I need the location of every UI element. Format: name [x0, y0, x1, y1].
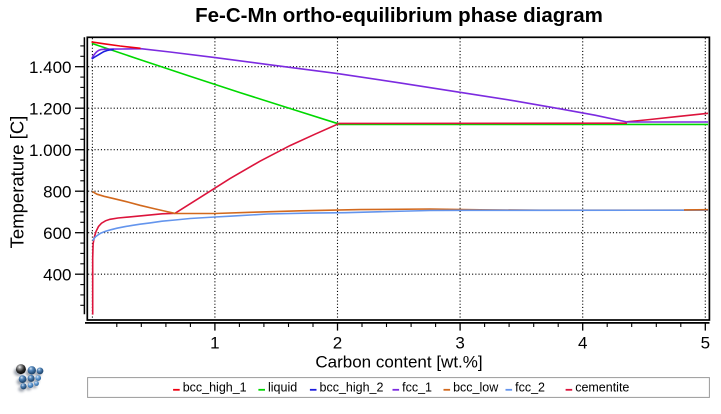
svg-text:liquid: liquid	[268, 381, 297, 395]
svg-text:Fe-C-Mn ortho-equilibrium phas: Fe-C-Mn ortho-equilibrium phase diagram	[195, 4, 603, 27]
svg-text:fcc_1: fcc_1	[402, 381, 432, 395]
svg-text:Temperature [C]: Temperature [C]	[7, 116, 28, 249]
svg-text:bcc_high_1: bcc_high_1	[183, 381, 247, 395]
svg-text:fcc_2: fcc_2	[515, 381, 545, 395]
svg-text:3: 3	[455, 334, 464, 353]
svg-text:1.000: 1.000	[29, 141, 72, 160]
svg-text:bcc_low: bcc_low	[453, 381, 499, 395]
svg-text:Carbon content [wt.%]: Carbon content [wt.%]	[315, 353, 482, 372]
svg-text:4: 4	[578, 334, 587, 353]
svg-text:1.200: 1.200	[29, 99, 72, 118]
svg-text:cementite: cementite	[575, 381, 629, 395]
svg-text:bcc_high_2: bcc_high_2	[320, 381, 384, 395]
svg-text:1: 1	[210, 334, 219, 353]
svg-text:2: 2	[333, 334, 342, 353]
svg-text:1.400: 1.400	[29, 58, 72, 77]
svg-text:800: 800	[43, 182, 71, 201]
svg-text:5: 5	[701, 334, 710, 353]
svg-text:600: 600	[43, 224, 71, 243]
svg-text:400: 400	[43, 265, 71, 284]
